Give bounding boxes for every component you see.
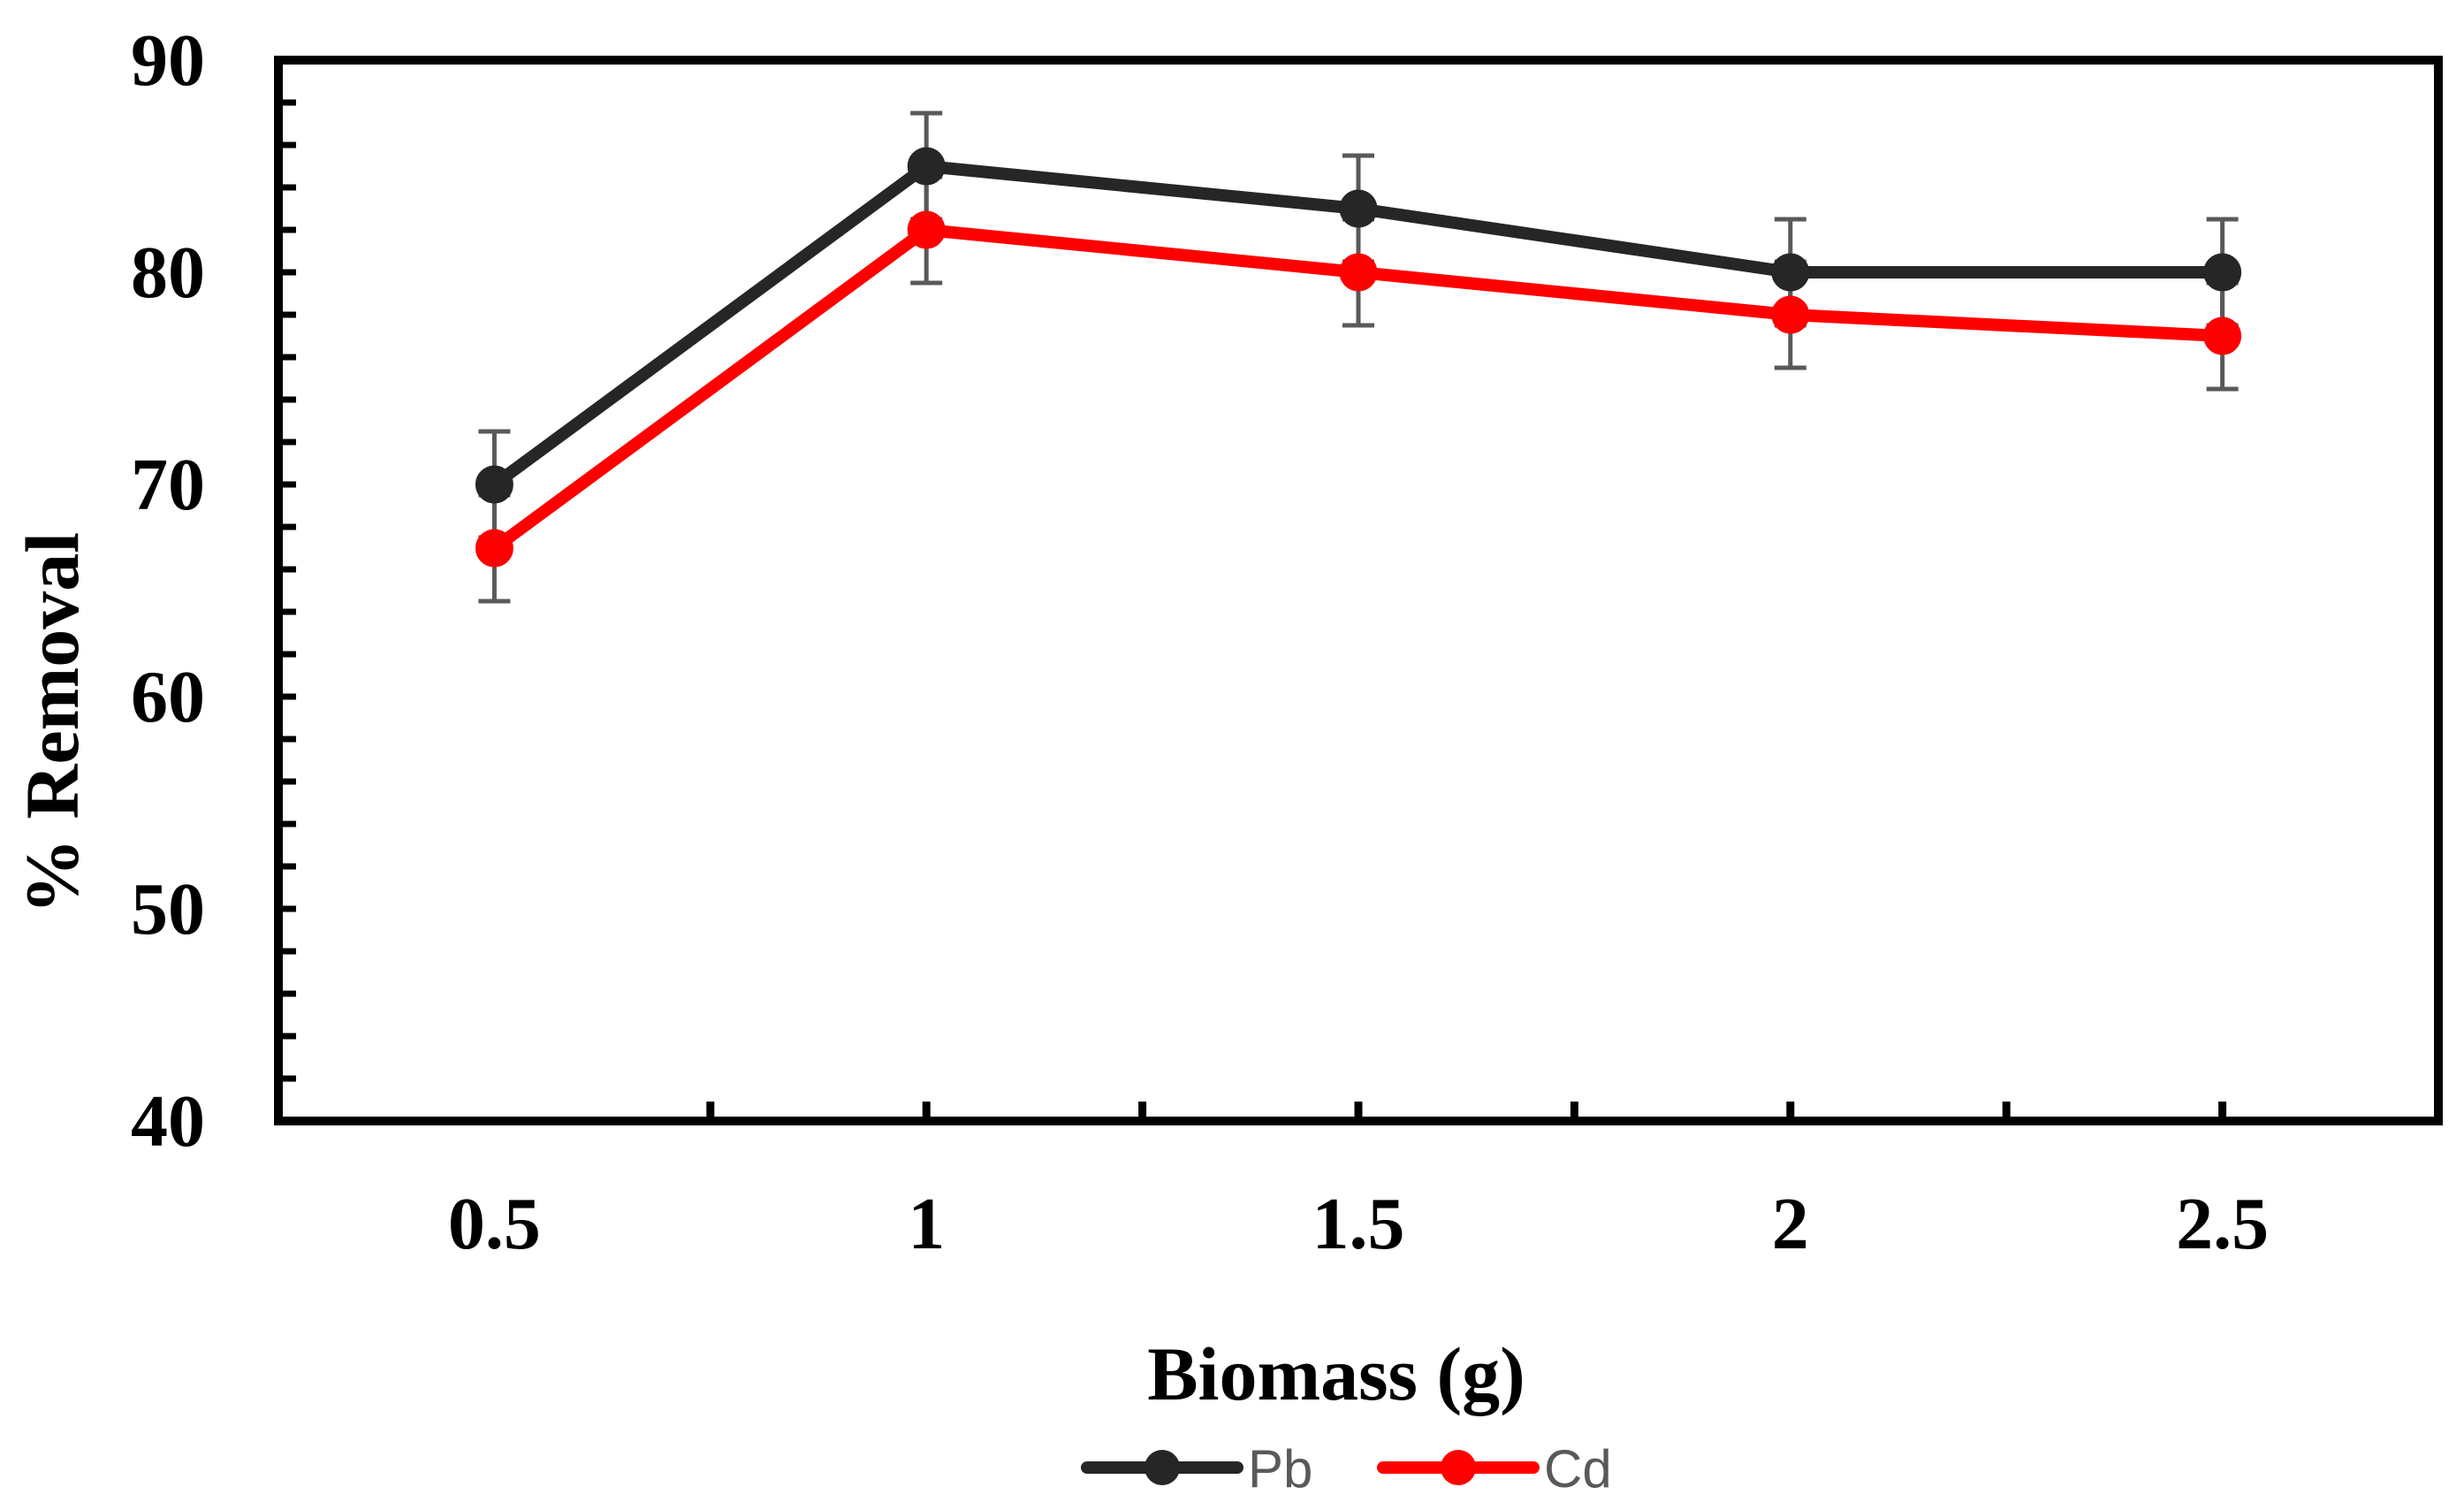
data-point-pb [1339, 189, 1378, 228]
y-tick-label: 60 [131, 656, 205, 738]
data-point-pb [907, 147, 946, 186]
y-minor-ticks [278, 99, 296, 1082]
y-axis-title: % Removal [10, 532, 95, 914]
x-tick-labels: 0.5 1 1.5 2 2.5 [448, 1183, 2269, 1265]
x-tick-label: 2.5 [2176, 1183, 2269, 1265]
y-tick-label: 90 [131, 19, 205, 102]
legend-label: Cd [1544, 1439, 1612, 1499]
x-tick-label: 1 [908, 1183, 945, 1265]
data-point-pb [475, 465, 513, 504]
legend-item-pb: Pb [1081, 1439, 1312, 1499]
x-tick-label: 1.5 [1312, 1183, 1405, 1265]
y-tick-label: 80 [131, 232, 205, 314]
data-point-cd [475, 529, 513, 568]
x-axis-title: Biomass (g) [1147, 1331, 1525, 1416]
y-tick-labels: 40 50 60 70 80 90 [131, 19, 205, 1163]
x-tick-label: 2 [1772, 1183, 1809, 1265]
y-tick-label: 70 [131, 444, 205, 526]
x-tick-label: 0.5 [448, 1183, 541, 1265]
series-markers [475, 147, 2242, 568]
data-point-cd [1771, 295, 1810, 334]
legend-item-cd: Cd [1377, 1439, 1612, 1499]
data-point-cd [907, 210, 946, 249]
data-point-cd [1339, 253, 1378, 292]
legend: Pb Cd [1081, 1439, 1612, 1499]
x-ticks [706, 1102, 2227, 1121]
data-point-pb [2203, 253, 2242, 292]
legend-label: Pb [1248, 1439, 1312, 1499]
data-point-cd [2203, 316, 2242, 355]
y-tick-label: 40 [131, 1080, 205, 1163]
legend-marker [1441, 1450, 1476, 1485]
legend-marker [1145, 1450, 1180, 1485]
y-tick-label: 50 [131, 868, 205, 950]
data-point-pb [1771, 253, 1810, 292]
